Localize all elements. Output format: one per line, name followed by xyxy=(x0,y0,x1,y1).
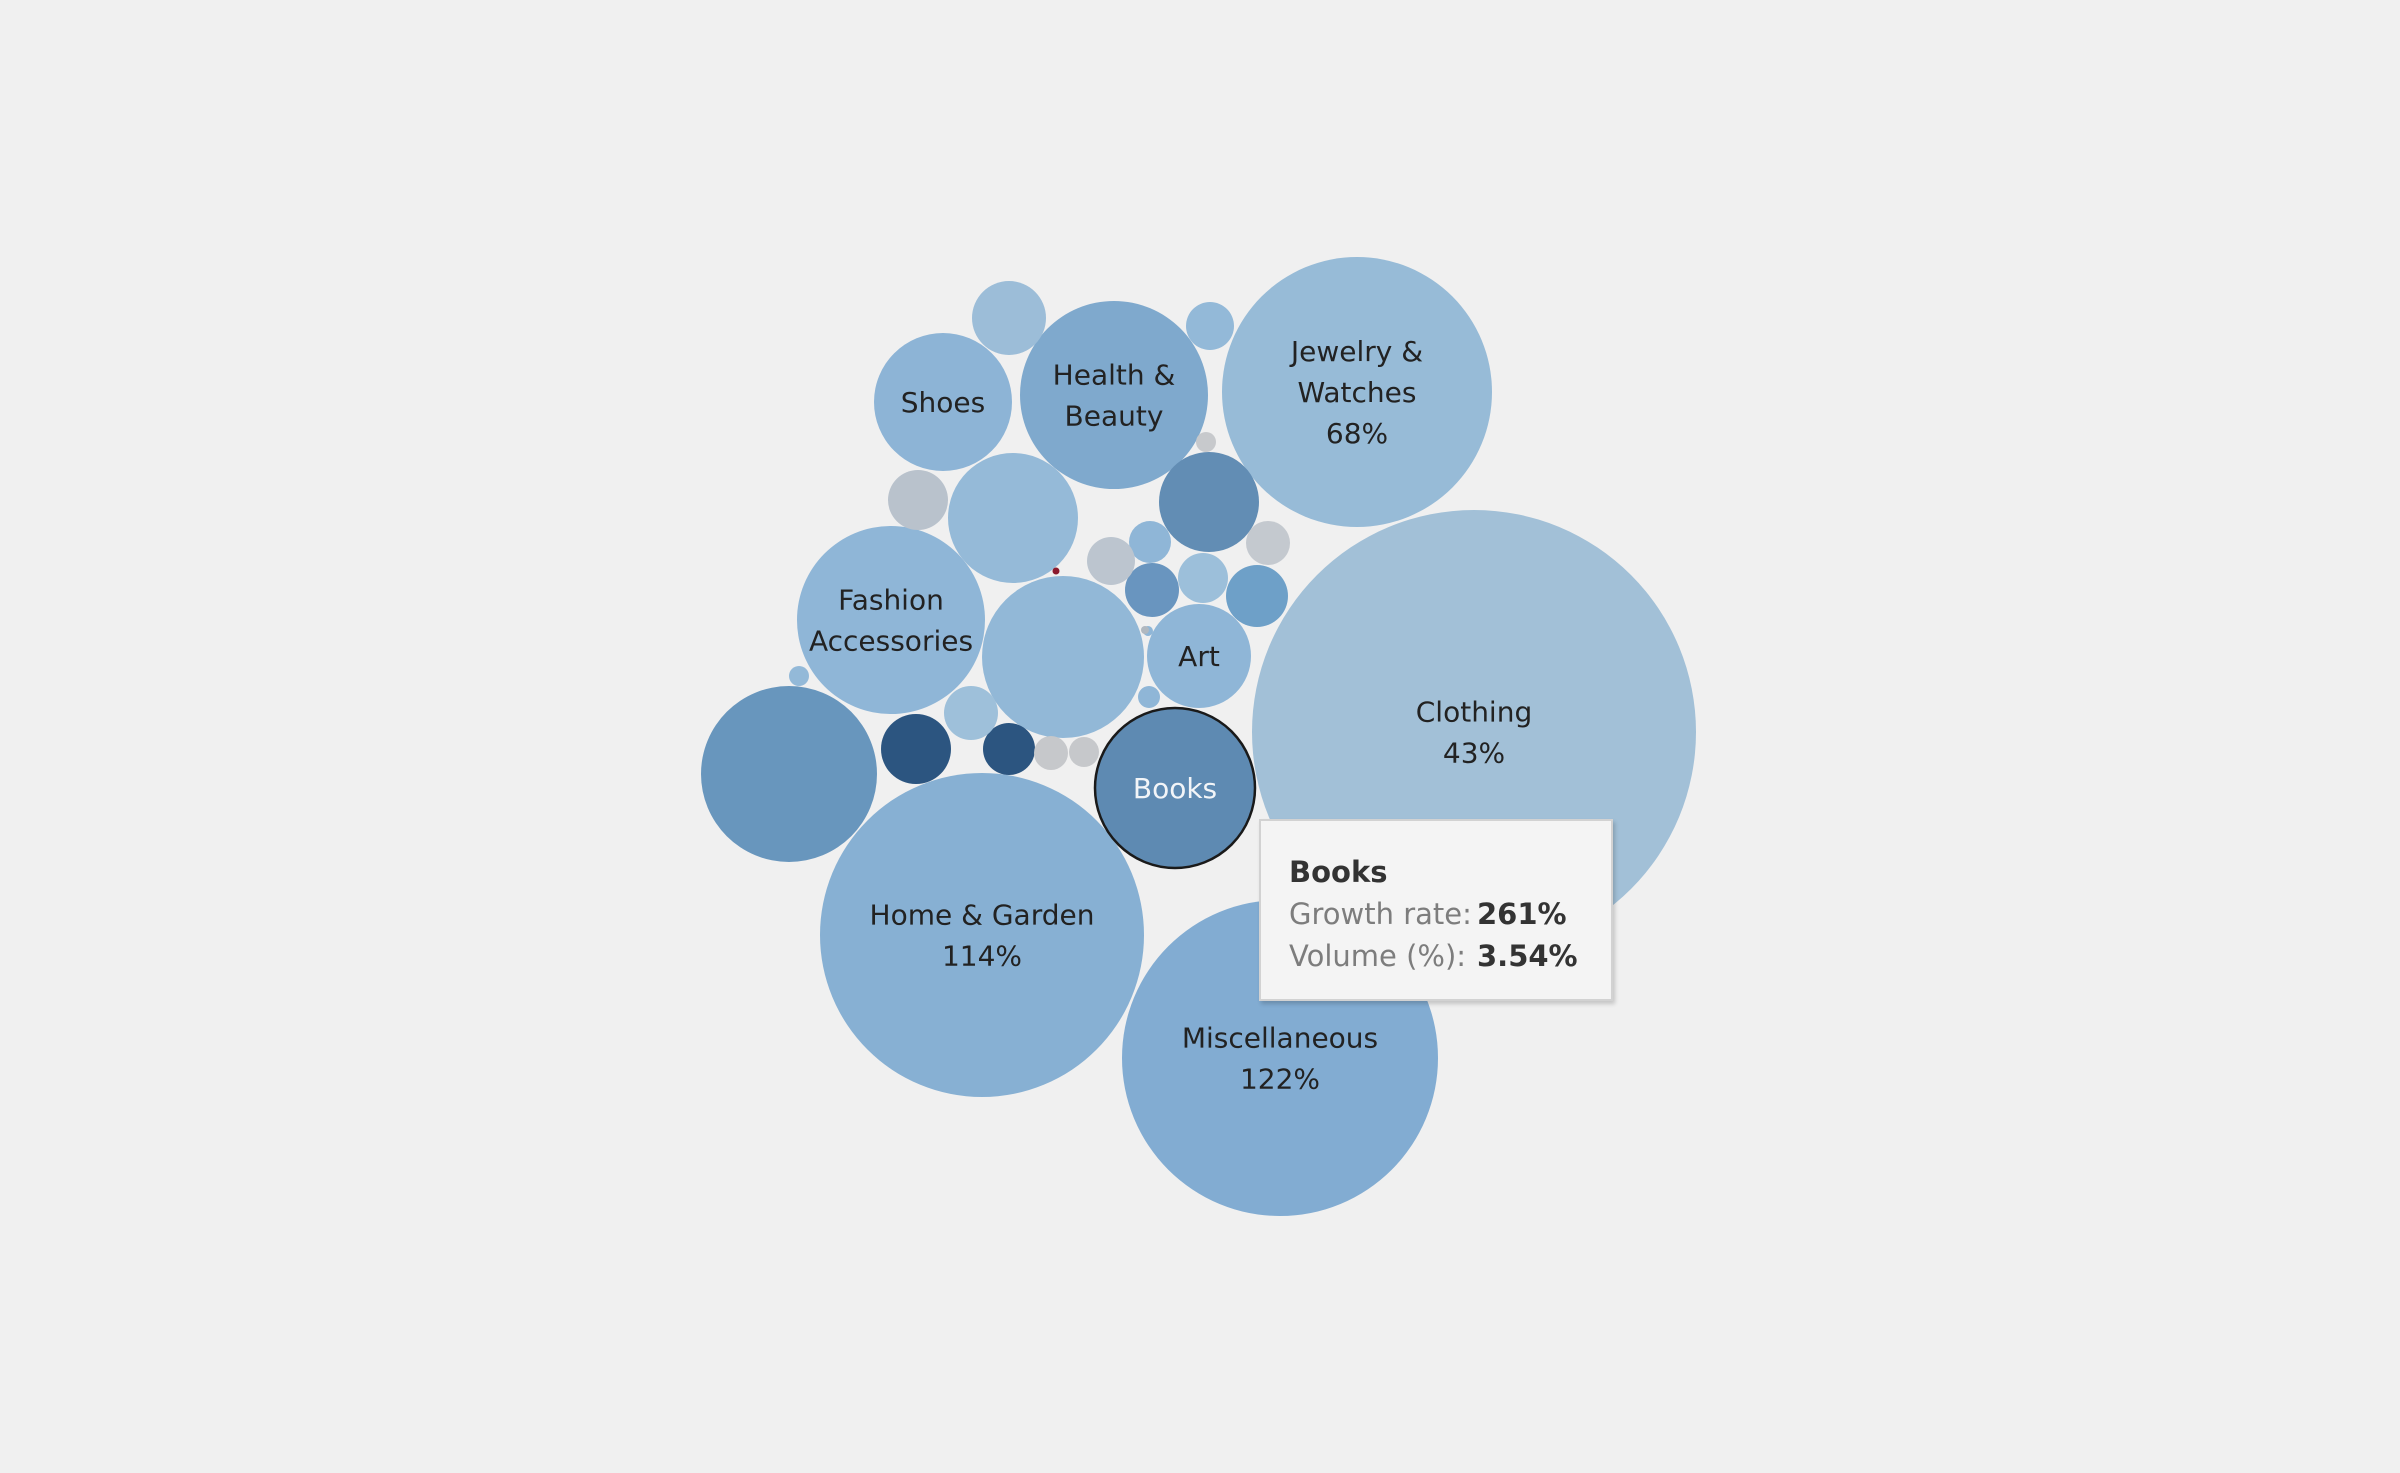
bubble-art[interactable] xyxy=(1147,604,1251,708)
bubble-home-and-garden[interactable] xyxy=(820,773,1144,1097)
bubble-22[interactable] xyxy=(944,686,998,740)
tooltip-volume-row: Volume (%): 3.54% xyxy=(1289,935,1611,977)
tooltip-title: Books xyxy=(1289,855,1388,889)
bubble-label-art: Art xyxy=(1178,640,1220,673)
tooltip-volume-value: 3.54% xyxy=(1477,939,1578,973)
bubble-13[interactable] xyxy=(1159,452,1259,552)
bubble-label-health-and-beauty: Health & Beauty xyxy=(1053,358,1176,432)
bubble-26[interactable] xyxy=(1034,736,1068,770)
bubble-32[interactable] xyxy=(1141,626,1149,634)
bubble-shoes[interactable] xyxy=(874,333,1012,471)
bubble-24[interactable] xyxy=(888,470,948,530)
bubble-health-and-beauty[interactable] xyxy=(1020,301,1208,489)
bubble-label-jewelry-and-watches: Jewelry & Watches 68% xyxy=(1289,335,1423,450)
tooltip-volume-label: Volume (%): xyxy=(1289,939,1467,973)
bubble-28[interactable] xyxy=(1196,432,1216,452)
tooltip-growth-value: 261% xyxy=(1477,897,1567,931)
tooltip: Books Growth rate: 261% Volume (%): 3.54% xyxy=(1259,819,1613,1001)
bubble-jewelry-and-watches[interactable] xyxy=(1222,257,1492,527)
bubble-33[interactable] xyxy=(1052,567,1060,575)
bubble-label-fashion-accessories: Fashion Accessories xyxy=(809,583,973,657)
bubble-10[interactable] xyxy=(701,686,877,862)
bubble-label-miscellaneous: Miscellaneous 122% xyxy=(1182,1021,1378,1095)
bubble-label-shoes: Shoes xyxy=(901,386,985,419)
bubble-25[interactable] xyxy=(1246,521,1290,565)
bubble-12[interactable] xyxy=(948,453,1078,583)
bubble-label-home-and-garden: Home & Garden 114% xyxy=(870,898,1095,972)
bubble-21[interactable] xyxy=(1129,521,1171,563)
bubble-books[interactable] xyxy=(1093,706,1257,870)
bubble-27[interactable] xyxy=(1069,737,1099,767)
bubble-15[interactable] xyxy=(983,723,1035,775)
bubble-30[interactable] xyxy=(789,666,809,686)
bubble-19[interactable] xyxy=(1186,302,1234,350)
bubble-14[interactable] xyxy=(881,714,951,784)
bubble-20[interactable] xyxy=(1178,553,1228,603)
bubble-17[interactable] xyxy=(1125,563,1179,617)
bubble-29[interactable] xyxy=(1138,686,1160,708)
bubble-16[interactable] xyxy=(1226,565,1288,627)
bubble-fashion-accessories[interactable] xyxy=(797,526,985,714)
bubble-18[interactable] xyxy=(972,281,1046,355)
tooltip-growth-label: Growth rate: xyxy=(1289,897,1472,931)
tooltip-growth-row: Growth rate: 261% xyxy=(1289,893,1611,935)
bubble-23[interactable] xyxy=(1087,537,1135,585)
bubble-label-clothing: Clothing 43% xyxy=(1416,695,1532,769)
bubble-label-books: Books xyxy=(1133,772,1217,805)
bubble-11[interactable] xyxy=(982,576,1144,738)
